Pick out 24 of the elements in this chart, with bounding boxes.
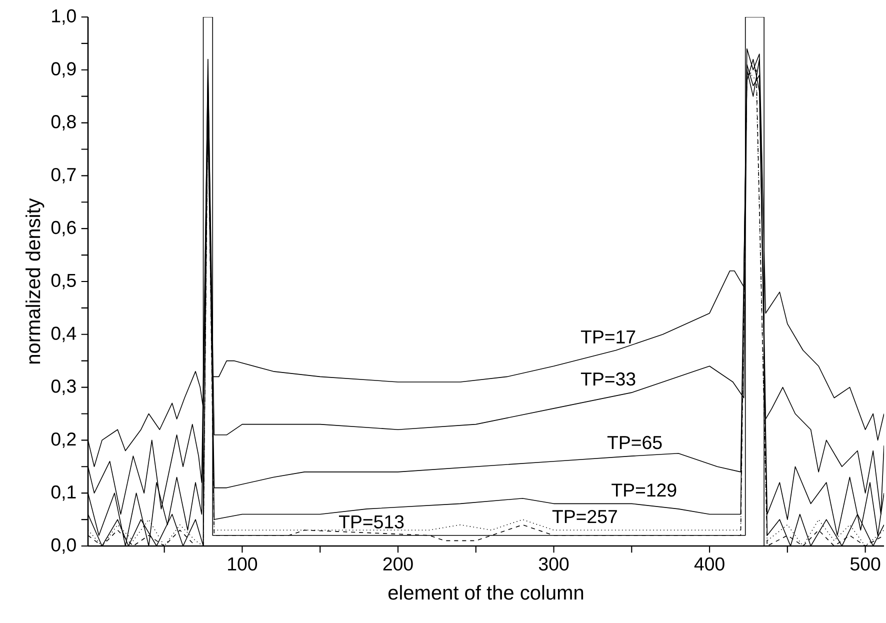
y-tick-label: 0,1 bbox=[51, 485, 76, 501]
y-tick-label: 0,4 bbox=[51, 326, 76, 342]
y-tick-label: 0,3 bbox=[51, 380, 76, 395]
series-label: TP=257 bbox=[552, 510, 617, 524]
x-tick-label: 100 bbox=[228, 557, 258, 571]
x-tick-label: 400 bbox=[694, 557, 724, 571]
x-tick-label: 300 bbox=[538, 557, 569, 571]
y-tick-label: 0,2 bbox=[51, 432, 76, 448]
series-label: TP=513 bbox=[338, 515, 404, 528]
series-label: TP=129 bbox=[612, 484, 676, 497]
y-tick-label: 0,8 bbox=[51, 115, 76, 130]
y-tick-label: 0,9 bbox=[51, 62, 76, 78]
y-tick-label: 0,0 bbox=[51, 538, 76, 554]
y-tick-label: 0,7 bbox=[51, 168, 76, 184]
x-axis-title: element of the column bbox=[388, 585, 584, 600]
y-tick-label: 0,6 bbox=[51, 220, 76, 236]
series-label: TP=65 bbox=[607, 436, 662, 450]
y-tick-label: 1,0 bbox=[52, 9, 76, 25]
y-axis-title: normalized density bbox=[26, 198, 44, 364]
x-tick-label: 200 bbox=[383, 557, 413, 571]
series-label: TP=33 bbox=[580, 372, 636, 386]
y-tick-label: 0,5 bbox=[51, 274, 76, 290]
series-label: TP=17 bbox=[580, 330, 636, 344]
x-tick-label: 500 bbox=[850, 557, 880, 571]
